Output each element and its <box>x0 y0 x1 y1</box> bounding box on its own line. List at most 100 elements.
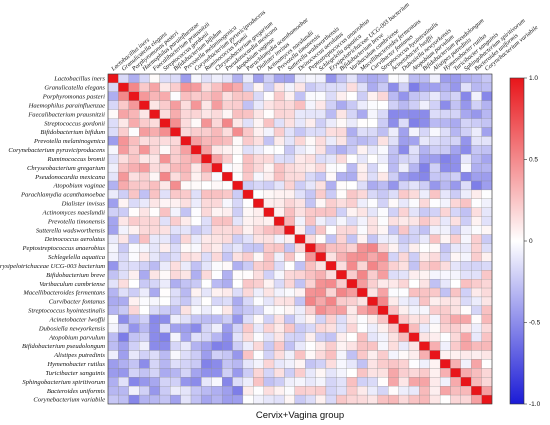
heatmap-cell <box>180 243 192 253</box>
heatmap-cell <box>429 252 441 262</box>
heatmap-cell <box>294 350 306 360</box>
heatmap-cell <box>408 207 420 217</box>
heatmap-cell <box>149 189 161 199</box>
heatmap-cell <box>439 82 451 92</box>
heatmap-cell <box>388 145 399 155</box>
heatmap-cell <box>388 73 399 84</box>
heatmap-cell <box>139 261 150 271</box>
heatmap-cell <box>450 216 461 226</box>
heatmap-cell <box>315 180 327 191</box>
heatmap-cell <box>460 216 472 226</box>
heatmap-cell <box>170 171 181 182</box>
heatmap-cell <box>377 163 389 173</box>
heatmap-cell <box>460 154 472 164</box>
heatmap-cell <box>128 287 140 298</box>
heatmap-cell <box>481 305 493 315</box>
heatmap-cell <box>170 109 181 119</box>
heatmap-cell <box>284 252 295 262</box>
heatmap-cell <box>242 91 254 101</box>
heatmap-cell <box>253 127 264 137</box>
heatmap-cell <box>305 296 316 307</box>
heatmap-cell <box>481 207 493 217</box>
heatmap-cell <box>242 82 254 92</box>
heatmap-cell <box>450 207 461 217</box>
heatmap-cell <box>356 225 368 235</box>
heatmap-cell <box>315 323 327 333</box>
heatmap-cell <box>408 198 420 208</box>
heatmap-cell <box>346 127 358 137</box>
heatmap-cell <box>190 145 202 155</box>
heatmap-cell <box>253 243 264 253</box>
heatmap-cell <box>450 377 461 387</box>
heatmap-cell <box>398 100 410 110</box>
heatmap-cell <box>419 136 430 146</box>
heatmap-cell <box>211 287 223 298</box>
heatmap-cell <box>439 171 451 182</box>
heatmap-cell <box>211 91 223 101</box>
heatmap-cell <box>315 127 327 137</box>
heatmap-cell <box>201 252 212 262</box>
heatmap-cell <box>439 118 451 128</box>
heatmap-cell <box>377 234 389 244</box>
heatmap-cell <box>294 180 306 191</box>
heatmap-cell <box>336 100 347 110</box>
heatmap-cell <box>398 368 410 378</box>
heatmap-cell <box>315 287 327 298</box>
heatmap-cell <box>450 154 461 164</box>
heatmap-cell <box>315 279 327 289</box>
heatmap-cell <box>149 350 161 360</box>
heatmap-cell <box>263 91 275 101</box>
heatmap-cell <box>263 386 275 396</box>
heatmap-cell <box>180 296 192 307</box>
heatmap-cell <box>222 350 233 360</box>
heatmap-cell <box>294 296 306 307</box>
heatmap-cell <box>190 127 202 137</box>
row-label: Atopobium vaginae <box>53 183 106 190</box>
heatmap-cell <box>450 225 461 235</box>
heatmap-cell <box>325 279 337 289</box>
heatmap-cell <box>294 100 306 110</box>
heatmap-cell <box>450 234 461 244</box>
heatmap-cell <box>336 296 347 307</box>
heatmap-cell <box>263 207 275 217</box>
heatmap-cell <box>367 296 378 307</box>
heatmap-cell <box>190 73 202 84</box>
colorbar-tick-label: 1.0 <box>529 75 538 82</box>
heatmap-cell <box>284 377 295 387</box>
heatmap-cell <box>429 118 441 128</box>
heatmap-cell <box>408 287 420 298</box>
heatmap-cell <box>118 118 129 128</box>
heatmap-cell <box>118 225 129 235</box>
heatmap-cell <box>439 180 451 191</box>
heatmap-cell <box>408 377 420 387</box>
heatmap-cell <box>263 252 275 262</box>
heatmap-cell <box>232 225 244 235</box>
heatmap-cell <box>388 180 399 191</box>
heatmap-cell <box>211 359 223 369</box>
heatmap-cell <box>263 82 275 92</box>
heatmap-cell <box>336 163 347 173</box>
heatmap-cell <box>367 368 378 378</box>
heatmap-cell <box>242 296 254 307</box>
heatmap-cell <box>471 189 482 199</box>
heatmap-cell <box>398 73 410 84</box>
heatmap-cell <box>460 136 472 146</box>
heatmap-cell <box>356 145 368 155</box>
heatmap-cell <box>305 314 316 324</box>
heatmap-cell <box>180 127 192 137</box>
heatmap-cell <box>471 154 482 164</box>
heatmap-cell <box>242 252 254 262</box>
heatmap-cell <box>273 145 285 155</box>
heatmap-cell <box>263 279 275 289</box>
heatmap-cell <box>128 386 140 396</box>
heatmap-cell <box>180 154 192 164</box>
heatmap-cell <box>294 216 306 226</box>
heatmap-cell <box>398 189 410 199</box>
heatmap-cell <box>336 145 347 155</box>
heatmap-cell <box>211 368 223 378</box>
heatmap-cell <box>460 359 472 369</box>
heatmap-cell <box>149 127 161 137</box>
heatmap-cell <box>211 225 223 235</box>
heatmap-cell <box>346 91 358 101</box>
heatmap-cell <box>398 394 410 405</box>
